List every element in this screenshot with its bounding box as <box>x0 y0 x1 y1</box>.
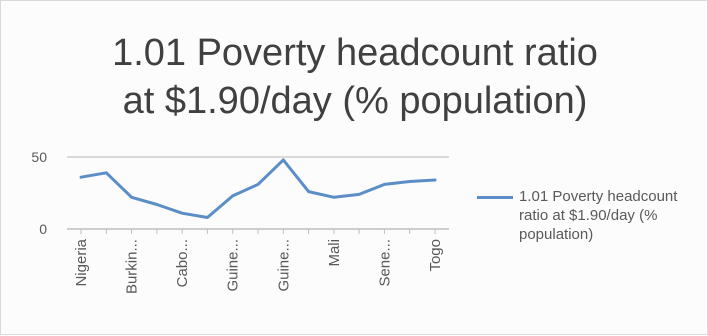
data-point <box>434 179 436 181</box>
chart-legend: 1.01 Poverty headcount ratio at $1.90/da… <box>471 187 703 287</box>
data-point <box>232 195 234 197</box>
data-point <box>206 216 208 218</box>
x-tick-label: Mali <box>326 239 343 267</box>
series-line <box>79 158 437 219</box>
chart-title-line-1: 1.01 Poverty headcount ratio <box>112 32 598 74</box>
x-tick-label: Burkin... <box>124 239 141 294</box>
data-point <box>80 176 82 178</box>
x-tick-label: Togo <box>427 239 444 272</box>
y-tick-label: 0 <box>39 221 47 237</box>
data-point <box>358 193 360 195</box>
chart-title: 1.01 Poverty headcount ratio at $1.90/da… <box>1 29 708 125</box>
legend-series-label: 1.01 Poverty headcount ratio at $1.90/da… <box>519 188 678 243</box>
data-point <box>156 203 158 205</box>
data-point <box>105 172 107 174</box>
x-tick-label: Guine... <box>275 239 292 292</box>
data-point <box>333 196 335 198</box>
chart-title-line-2: at $1.90/day (% population) <box>122 80 588 122</box>
x-tick-label: Nigeria <box>73 238 90 286</box>
x-tick-label: Guine... <box>225 239 242 292</box>
x-tick-label: Cabo... <box>174 239 191 287</box>
legend-line-swatch <box>477 196 513 199</box>
data-point <box>282 159 284 161</box>
x-tick-label: Sene... <box>376 239 393 287</box>
data-point <box>383 183 385 185</box>
data-point <box>257 183 259 185</box>
data-point <box>409 180 411 182</box>
data-point <box>130 196 132 198</box>
y-tick-label: 50 <box>31 149 47 165</box>
data-point <box>181 212 183 214</box>
data-point <box>307 190 309 192</box>
